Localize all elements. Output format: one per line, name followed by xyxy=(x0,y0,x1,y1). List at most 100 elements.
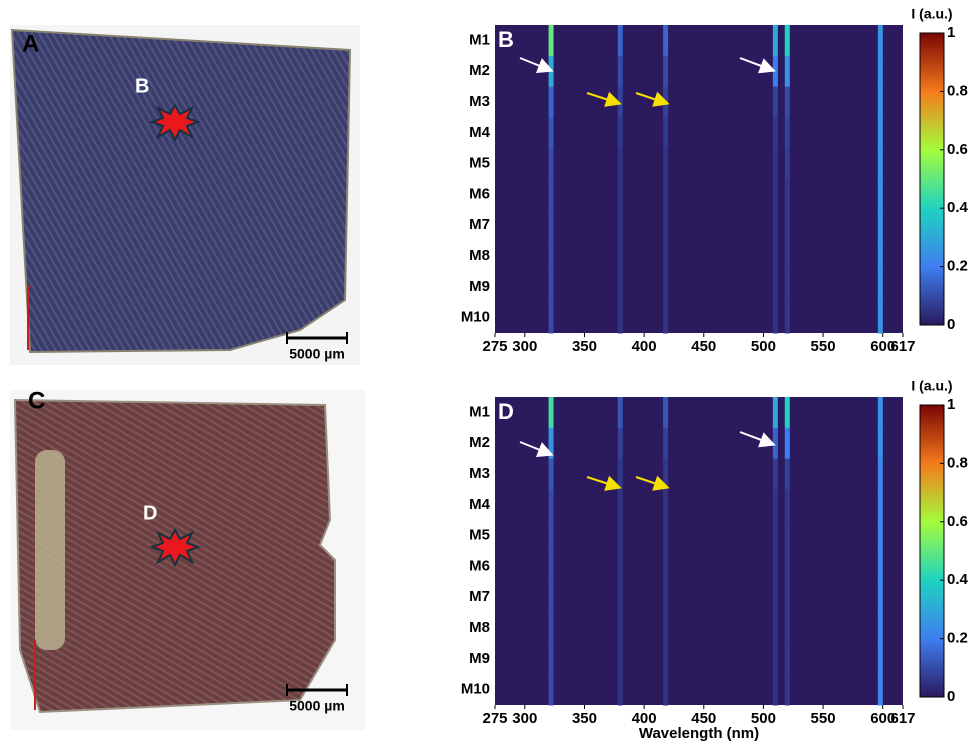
row-label: M8 xyxy=(469,619,490,636)
colorbar-tick-label: 0.4 xyxy=(947,571,969,588)
cell xyxy=(877,397,883,429)
cell xyxy=(617,581,623,614)
x-tick-label: 450 xyxy=(691,710,716,727)
cell xyxy=(784,117,790,149)
cell xyxy=(772,427,778,460)
cell xyxy=(784,612,790,644)
cell xyxy=(784,427,790,460)
cell xyxy=(877,117,883,149)
colorbar-tick-label: 0.8 xyxy=(947,82,968,99)
cell xyxy=(548,674,554,706)
row-label: M10 xyxy=(461,681,490,698)
row-label: M7 xyxy=(469,216,490,233)
cell xyxy=(877,551,883,583)
cell xyxy=(877,302,883,334)
x-tick-label: 300 xyxy=(512,710,537,727)
cell xyxy=(548,117,554,149)
cell xyxy=(548,86,554,118)
cell xyxy=(663,148,669,180)
colorbar xyxy=(919,32,945,326)
cell xyxy=(772,551,778,583)
row-label: M5 xyxy=(469,155,490,172)
cell xyxy=(548,643,554,675)
cell xyxy=(877,55,883,88)
cell xyxy=(877,458,883,490)
cell xyxy=(663,458,669,490)
cell xyxy=(772,55,778,88)
row-label: M6 xyxy=(469,185,490,202)
cell xyxy=(548,489,554,521)
cell xyxy=(548,551,554,583)
colorbar-title: I (a.u.) xyxy=(911,6,952,22)
row-label: M6 xyxy=(469,557,490,574)
cell xyxy=(772,397,778,429)
cell xyxy=(617,427,623,460)
cell xyxy=(617,271,623,303)
cell xyxy=(877,643,883,675)
cell xyxy=(548,271,554,303)
row-label: M4 xyxy=(469,124,490,141)
cell xyxy=(617,240,623,272)
cell xyxy=(784,581,790,614)
cell xyxy=(772,489,778,521)
cell xyxy=(617,148,623,180)
panel-letter: A xyxy=(22,30,39,57)
cell xyxy=(772,674,778,706)
cell xyxy=(617,25,623,57)
cell xyxy=(877,520,883,552)
row-label: M3 xyxy=(469,93,490,110)
cell xyxy=(784,458,790,490)
cell xyxy=(877,148,883,180)
x-tick-label: 275 xyxy=(482,338,507,355)
cell xyxy=(772,643,778,675)
cell xyxy=(784,209,790,242)
x-tick-label: 350 xyxy=(572,710,597,727)
cell xyxy=(784,179,790,211)
spot-label: B xyxy=(135,75,149,97)
cell xyxy=(877,581,883,614)
cell xyxy=(663,209,669,242)
cell xyxy=(548,520,554,552)
row-label: M9 xyxy=(469,650,490,667)
colorbar xyxy=(919,404,945,698)
cell xyxy=(617,209,623,242)
cell xyxy=(784,240,790,272)
x-tick-label: 300 xyxy=(512,338,537,355)
cell xyxy=(617,86,623,118)
cell xyxy=(784,643,790,675)
colorbar-tick-label: 0.4 xyxy=(947,199,969,216)
photo-c: C D 5000 µm xyxy=(10,387,365,730)
cell xyxy=(548,240,554,272)
row-label: M9 xyxy=(469,278,490,295)
colorbar-tick-label: 1 xyxy=(947,24,955,41)
cell xyxy=(663,55,669,88)
cell xyxy=(617,179,623,211)
row-label: M8 xyxy=(469,247,490,264)
cell xyxy=(784,489,790,521)
cell xyxy=(548,581,554,614)
colorbar-tick-label: 0.8 xyxy=(947,454,968,471)
x-tick-label: 617 xyxy=(890,338,915,355)
x-tick-label: 550 xyxy=(811,710,836,727)
cell xyxy=(663,643,669,675)
cell xyxy=(548,25,554,57)
cell xyxy=(663,240,669,272)
colorbar-tick-label: 0.6 xyxy=(947,513,968,530)
colorbar-tick-label: 0 xyxy=(947,688,955,705)
colorbar-tick-label: 1 xyxy=(947,396,955,413)
cell xyxy=(617,55,623,88)
cell xyxy=(784,551,790,583)
cell xyxy=(772,612,778,644)
colorbar-tick-label: 0.2 xyxy=(947,630,968,647)
spot-label: D xyxy=(143,502,157,524)
row-label: M2 xyxy=(469,434,490,451)
arrows xyxy=(519,57,776,491)
cell xyxy=(617,117,623,149)
cell xyxy=(877,674,883,706)
cell xyxy=(548,209,554,242)
cell xyxy=(877,427,883,460)
cell xyxy=(617,643,623,675)
cell xyxy=(772,209,778,242)
cell xyxy=(663,551,669,583)
